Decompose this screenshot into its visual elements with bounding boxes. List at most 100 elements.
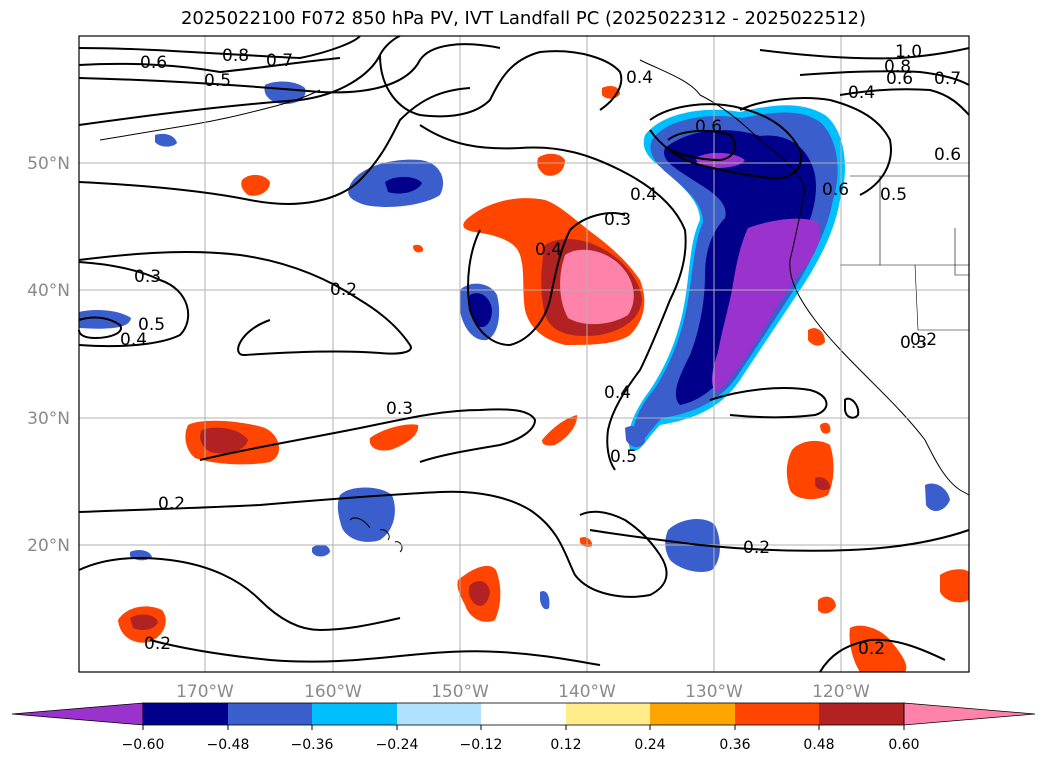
colorbar: −0.60 −0.48 −0.36 −0.24 −0.12 0.12 0.24 … [11, 702, 1036, 753]
contour-label: 0.3 [134, 267, 161, 287]
contour-03-mid [199, 408, 537, 463]
orange-patch-10 [940, 569, 969, 603]
contour-label: 0.3 [900, 333, 927, 353]
blue-patch-7 [155, 133, 177, 147]
colorbar-segment [228, 703, 312, 725]
colorbar-segment [397, 703, 481, 725]
contour-label: 0.2 [743, 538, 770, 558]
contour-label: 0.8 [884, 57, 911, 77]
lat-label-30n: 30°N [27, 409, 70, 429]
contour-label: 0.5 [138, 315, 165, 335]
lon-label-150w: 150°W [431, 682, 489, 702]
colorbar-segment [143, 703, 228, 725]
contour-02-bottom [149, 639, 601, 666]
contour-label: 0.5 [204, 71, 231, 91]
orange-patch-8 [786, 440, 834, 500]
orange-patch-16 [820, 422, 831, 434]
contour-02-lower [78, 557, 401, 632]
lon-label-170w: 170°W [176, 682, 234, 702]
contour-label: 0.6 [822, 180, 849, 200]
contour-label: 0.4 [120, 330, 147, 350]
colorbar-tick-label: 0.24 [634, 737, 665, 753]
colorbar-tick-label: −0.48 [207, 737, 250, 753]
lon-label-140w: 140°W [558, 682, 616, 702]
colorbar-segment [735, 703, 819, 725]
contour-labels: 0.8 0.7 0.6 0.5 1.0 0.8 0.6 0.7 0.4 0.4 … [120, 42, 961, 659]
colorbar-tick-label: −0.60 [122, 737, 165, 753]
contour-label: 0.2 [858, 639, 885, 659]
coastlines [99, 59, 970, 553]
contour-06-inner [667, 129, 737, 162]
contour-label: 0.4 [630, 185, 657, 205]
contour-east-right-3 [759, 47, 970, 60]
contour-label: 0.2 [330, 280, 357, 300]
lat-label-20n: 20°N [27, 536, 70, 556]
contour-label: 0.5 [880, 185, 907, 205]
pv-contours [78, 35, 970, 673]
contour-label: 0.3 [386, 399, 413, 419]
contour-label: 1.0 [895, 42, 922, 62]
lon-label-130w: 130°W [685, 682, 743, 702]
contour-label: 0.2 [144, 634, 171, 654]
colorbar-segment [819, 703, 904, 725]
contour-label: 0.2 [910, 330, 937, 350]
contour-east-small [844, 397, 860, 419]
contour-east-loop [739, 97, 892, 196]
firebrick-patch-6 [468, 580, 490, 606]
contour-label: 0.3 [604, 210, 631, 230]
contour-east-right [839, 88, 970, 116]
contour-label: 0.6 [934, 145, 961, 165]
orange-patch-5 [542, 415, 578, 446]
contour-label: 0.4 [626, 68, 653, 88]
contour-top-1 [78, 35, 361, 60]
colorbar-segment [566, 703, 650, 725]
orange-patch-14 [580, 537, 593, 547]
contour-label: 0.8 [222, 46, 249, 66]
map-frame [78, 35, 970, 673]
border-interior [840, 176, 969, 331]
contour-label: 0.6 [886, 69, 913, 89]
contour-top-4 [78, 35, 401, 126]
contour-045-loop [78, 316, 122, 340]
lon-label-160w: 160°W [304, 682, 362, 702]
lon-label-120w: 120°W [812, 682, 870, 702]
colorbar-tick-label: 0.60 [888, 737, 919, 753]
lon-labels: 170°W 160°W 150°W 140°W 130°W 120°W [176, 682, 870, 702]
firebrick-patch-3 [200, 427, 248, 454]
lat-label-50n: 50°N [27, 154, 70, 174]
contour-label: 0.5 [610, 447, 637, 467]
blue-patch-4 [337, 487, 395, 542]
coastline-na-west [639, 59, 970, 496]
colorbar-tick-label: 0.12 [550, 737, 581, 753]
contour-top-3 [78, 43, 501, 94]
contour-03-bottom [78, 261, 190, 348]
coastline-aleutians [99, 89, 321, 141]
contour-02-south [78, 490, 668, 598]
orange-patch-13 [808, 328, 825, 346]
contour-02-wave [78, 251, 412, 357]
orange-patch-4 [369, 424, 419, 451]
colorbar-tick-label: −0.24 [376, 737, 419, 753]
orange-patch-9 [849, 625, 907, 672]
colorbar-tick-label: −0.36 [291, 737, 334, 753]
contour-04-big [419, 124, 687, 471]
orange-patch-1 [537, 153, 565, 176]
pv-shading [79, 81, 969, 672]
contour-label: 0.6 [140, 53, 167, 73]
contour-02-east [589, 529, 970, 552]
positive-region-pink [560, 249, 634, 325]
blue-patch-11 [925, 483, 950, 512]
blue-patch-12 [625, 425, 645, 448]
negative-plume-purple [711, 218, 820, 392]
blue-patch-8 [312, 544, 330, 557]
firebrick-patch-8 [815, 477, 830, 491]
blue-patch-6 [264, 81, 306, 104]
lat-label-40n: 40°N [27, 281, 70, 301]
contour-mid-04 [78, 87, 471, 205]
contour-east-right-2 [799, 70, 970, 86]
contour-label: 0.4 [848, 83, 875, 103]
contour-label: 0.4 [604, 383, 631, 403]
colorbar-segment [481, 703, 566, 725]
contour-02-botright [819, 638, 946, 673]
